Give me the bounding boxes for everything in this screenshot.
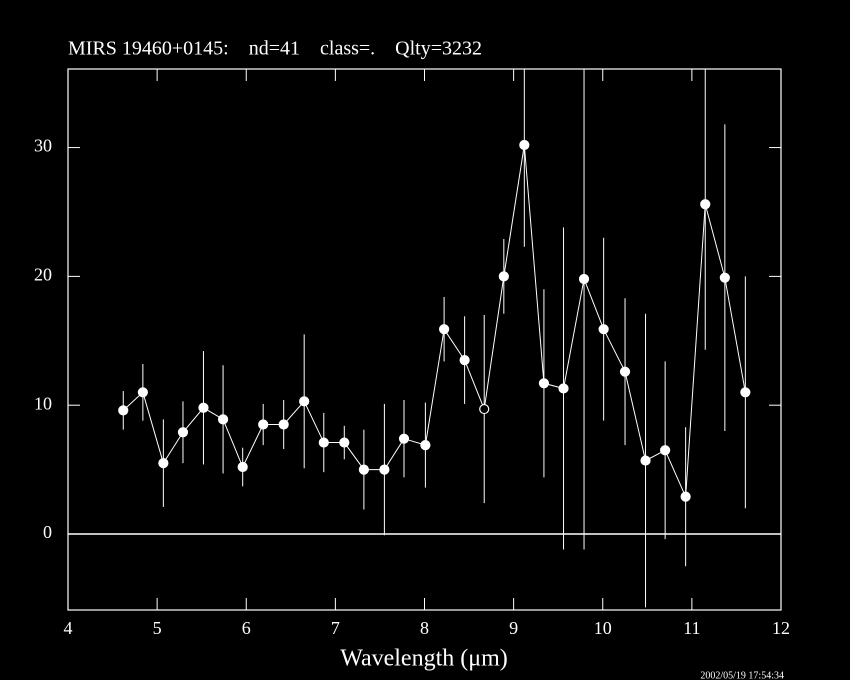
data-point	[237, 461, 248, 473]
x-tick-label: 7	[331, 618, 340, 638]
x-tick-label: 11	[683, 618, 700, 638]
data-point	[719, 272, 730, 283]
data-point	[258, 419, 269, 430]
data-point	[598, 324, 609, 335]
y-tick-label: 20	[34, 265, 52, 285]
x-tick-label: 9	[509, 618, 518, 638]
data-point	[137, 387, 148, 398]
y-tick-label: 10	[34, 393, 52, 413]
data-point	[398, 433, 410, 444]
plot-area	[118, 69, 751, 608]
data-point	[299, 396, 310, 407]
data-point	[619, 366, 631, 377]
x-tick-label: 6	[242, 618, 251, 638]
x-tick-label: 8	[420, 618, 429, 638]
timestamp: 2002/05/19 17:54:34	[700, 670, 784, 680]
data-point	[379, 464, 390, 475]
data-point	[660, 445, 671, 456]
data-point	[339, 437, 350, 448]
data-point	[158, 458, 169, 469]
x-axis-label: Wavelength (μm)	[340, 646, 508, 672]
data-point	[358, 464, 369, 475]
data-point	[740, 387, 751, 398]
data-point	[640, 455, 651, 466]
x-tick-label: 10	[594, 618, 612, 638]
data-point	[318, 437, 329, 448]
data-point	[700, 199, 711, 210]
data-point	[177, 427, 189, 438]
data-point	[278, 419, 289, 430]
data-point	[498, 271, 509, 282]
data-point	[439, 324, 450, 335]
data-point	[217, 414, 229, 425]
data-point	[118, 405, 129, 416]
data-point	[198, 402, 209, 413]
data-point	[558, 383, 569, 394]
data-point	[519, 139, 530, 151]
data-line	[122, 144, 746, 497]
data-point	[420, 440, 431, 451]
data-point	[680, 491, 691, 502]
data-point	[538, 378, 550, 389]
y-tick-label: 0	[43, 522, 52, 542]
x-tick-label: 4	[64, 618, 73, 638]
x-tick-label: 5	[153, 618, 162, 638]
data-point	[479, 403, 490, 415]
plot-frame	[67, 68, 782, 611]
chart-title: MIRS 19460+0145: nd=41 class=. Qlty=3232	[68, 38, 482, 60]
data-point	[459, 355, 470, 366]
y-tick-label: 30	[34, 136, 52, 156]
data-point	[578, 273, 590, 285]
x-tick-label: 12	[772, 618, 790, 638]
